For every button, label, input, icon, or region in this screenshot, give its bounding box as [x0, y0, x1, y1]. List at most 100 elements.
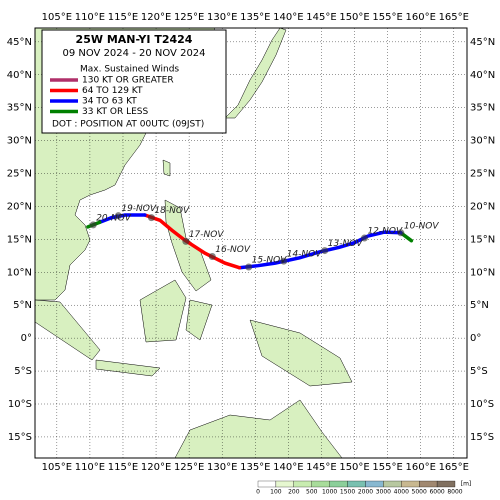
lon-tick-label-top: 110°E [75, 12, 105, 23]
lon-tick-label-top: 120°E [141, 12, 171, 23]
legend-label: 33 KT OR LESS [82, 107, 148, 117]
date-label: 19-NOV [121, 204, 157, 214]
colorbar-label: 3000 [376, 489, 391, 496]
lon-tick-label-bottom: 150°E [339, 462, 369, 473]
colorbar-label: 200 [288, 489, 300, 496]
colorbar-label: 6000 [429, 489, 444, 496]
colorbar-cell [401, 480, 420, 488]
lat-tick-label-left: 15°N [7, 234, 32, 245]
position-dot [360, 234, 368, 242]
lon-tick-label-bottom: 110°E [75, 462, 105, 473]
colorbar-cell [419, 480, 438, 488]
lon-tick-label-top: 155°E [372, 12, 402, 23]
position-dot [89, 221, 97, 229]
new-guinea [249, 319, 353, 387]
lat-tick-label-left: 40°N [7, 70, 32, 81]
lon-tick-label-bottom: 160°E [405, 462, 435, 473]
date-label: 16-NOV [215, 245, 251, 255]
lat-tick-label-right: 30°N [470, 136, 495, 147]
position-dot [114, 212, 122, 220]
lat-tick-label-left: 45°N [7, 37, 32, 48]
lat-tick-label-left: 20°N [7, 201, 32, 212]
lat-tick-label-right: 5°N [470, 300, 489, 311]
legend-note: DOT : POSITION AT 00UTC (09JST) [52, 120, 204, 130]
position-dot [208, 252, 216, 260]
lon-tick-label-top: 165°E [439, 12, 469, 23]
colorbar-cell [329, 480, 348, 488]
lat-tick-label-right: 10°N [470, 267, 495, 278]
colorbar-unit: [m] [461, 481, 472, 488]
colorbar-cell [365, 480, 384, 488]
lon-tick-label-bottom: 115°E [108, 462, 138, 473]
date-label: 10-NOV [404, 221, 440, 231]
colorbar-label: 4000 [394, 489, 409, 496]
sulawesi [185, 299, 213, 341]
colorbar-label: 100 [270, 489, 282, 496]
lat-tick-label-right: 35°N [470, 103, 495, 114]
position-dot [245, 263, 253, 271]
lat-tick-label-left: 5°N [13, 300, 32, 311]
colorbar-label: 5000 [412, 489, 427, 496]
lat-tick-label-right: 40°N [470, 70, 495, 81]
lat-tick-label-right: 5°S [470, 366, 488, 377]
lat-tick-label-right: 10°S [470, 399, 494, 410]
date-label: 20-NOV [96, 213, 132, 223]
colorbar-cell [257, 480, 277, 488]
lon-tick-label-top: 160°E [405, 12, 435, 23]
colorbar-cell [293, 480, 312, 488]
lat-tick-label-right: 25°N [470, 169, 495, 180]
colorbar-cell [275, 480, 294, 488]
colorbar-label: 1500 [340, 489, 355, 496]
date-label: 15-NOV [252, 256, 288, 266]
lat-tick-label-right: 20°N [470, 201, 495, 212]
australia [174, 399, 343, 459]
lon-tick-label-bottom: 105°E [42, 462, 72, 473]
lat-tick-label-left: 15°S [8, 432, 32, 443]
lon-tick-label-top: 130°E [207, 12, 237, 23]
colorbar-cell [347, 480, 366, 488]
lon-tick-label-bottom: 135°E [240, 462, 270, 473]
lon-tick-label-bottom: 120°E [141, 462, 171, 473]
legend: 25W MAN-YI T2424 09 NOV 2024 - 20 NOV 20… [41, 29, 227, 134]
legend-heading: Max. Sustained Winds [80, 65, 179, 75]
lon-tick-label-top: 105°E [42, 12, 72, 23]
taiwan [162, 159, 171, 177]
lon-tick-label-bottom: 145°E [306, 462, 336, 473]
lon-tick-label-bottom: 165°E [439, 462, 469, 473]
colorbar-label: 500 [306, 489, 318, 496]
position-dot [182, 237, 190, 245]
lon-tick-label-top: 125°E [174, 12, 204, 23]
legend-label: 34 TO 63 KT [82, 97, 137, 107]
colorbar-label: 8000 [447, 489, 462, 496]
lat-tick-label-right: 0° [470, 333, 481, 344]
lon-tick-label-top: 135°E [240, 12, 270, 23]
date-label: 14-NOV [287, 250, 323, 260]
lon-tick-label-top: 115°E [108, 12, 138, 23]
legend-label: 64 TO 129 KT [82, 86, 143, 96]
title: 25W MAN-YI T2424 [76, 33, 193, 46]
java [95, 359, 161, 377]
lat-tick-label-right: 45°N [470, 37, 495, 48]
lon-tick-label-top: 140°E [273, 12, 303, 23]
lat-tick-label-right: 15°N [470, 234, 495, 245]
borneo [139, 279, 187, 343]
period: 09 NOV 2024 - 20 NOV 2024 [62, 48, 205, 59]
position-dot [280, 257, 288, 265]
lat-tick-label-left: 10°S [8, 399, 32, 410]
lat-tick-label-left: 5°S [14, 366, 32, 377]
lat-tick-label-left: 10°N [7, 267, 32, 278]
lat-tick-label-left: 0° [21, 333, 32, 344]
colorbar-label: 0 [256, 489, 260, 496]
track-segment [237, 230, 403, 270]
lat-tick-label-left: 25°N [7, 169, 32, 180]
date-label: 13-NOV [328, 239, 364, 249]
lon-tick-label-bottom: 125°E [174, 462, 204, 473]
lon-tick-label-top: 150°E [339, 12, 369, 23]
date-label: 18-NOV [154, 206, 190, 216]
lon-tick-label-bottom: 130°E [207, 462, 237, 473]
legend-label: 130 KT OR GREATER [82, 76, 174, 86]
map-frame [34, 27, 468, 459]
colorbar-cell [383, 480, 402, 488]
